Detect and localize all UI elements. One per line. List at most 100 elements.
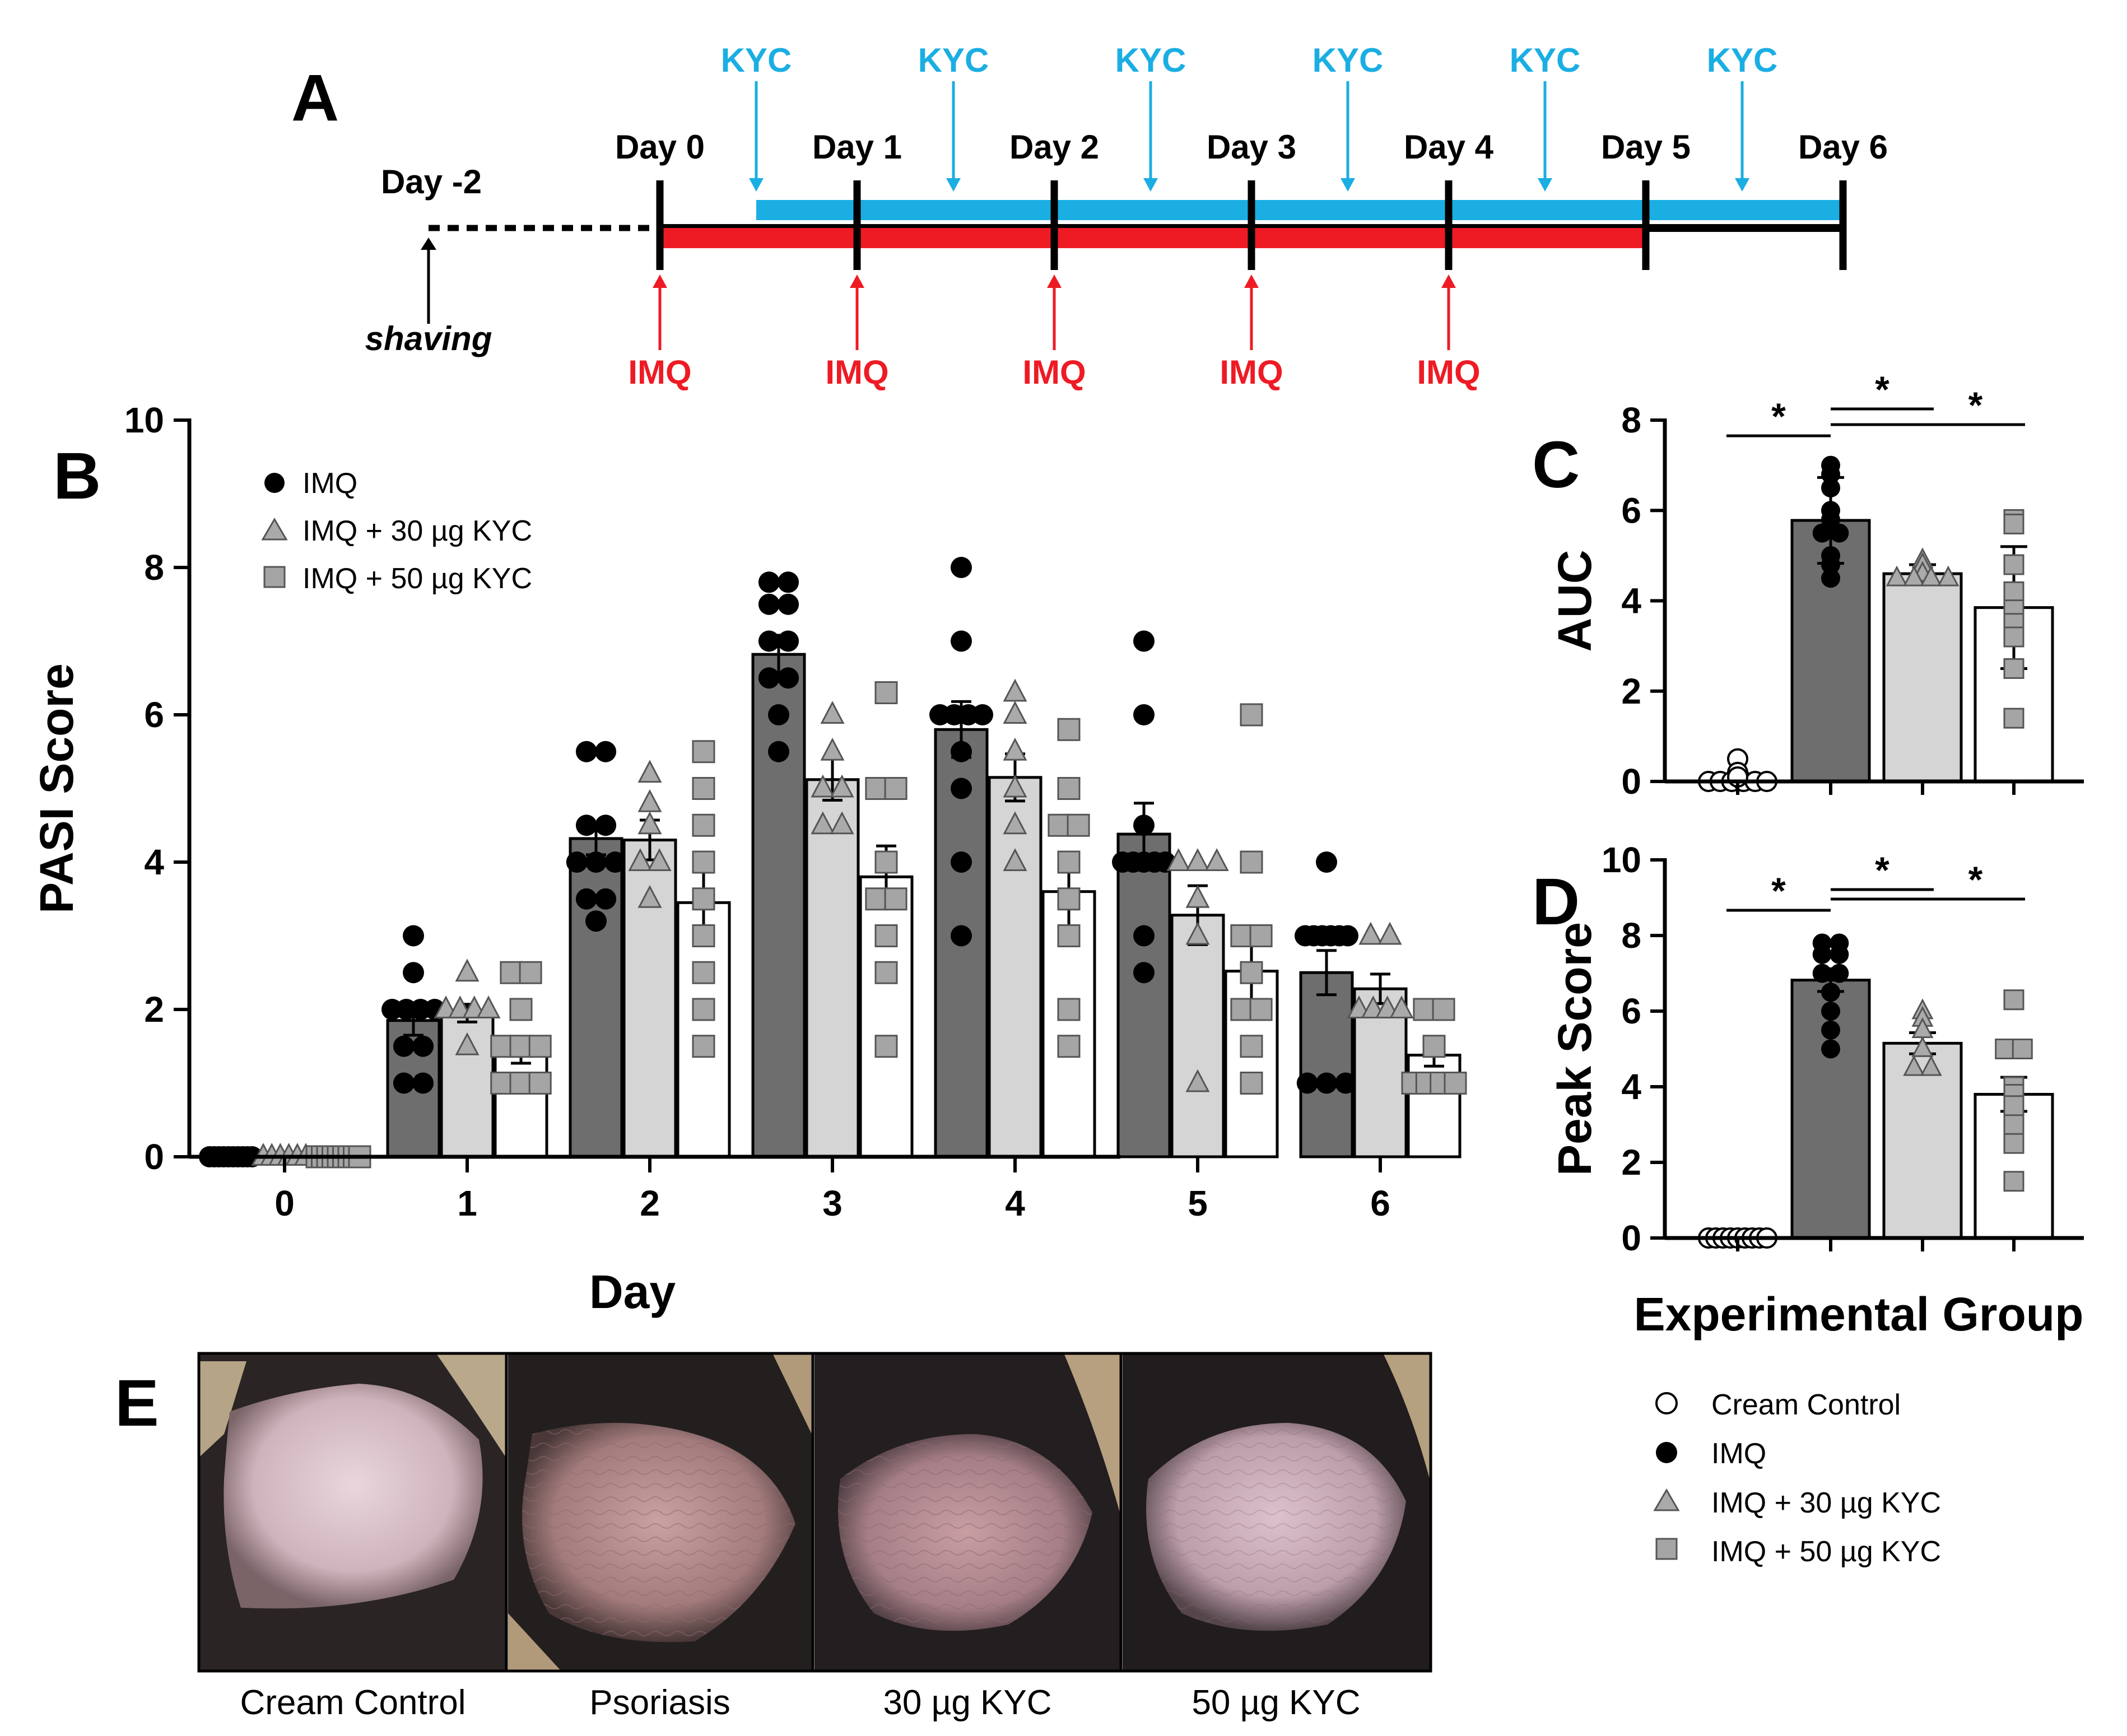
kyc-arrowhead [1735,178,1749,192]
point-circle [1337,925,1358,947]
auc-chart: 0 2 4 6 8 AUC * * * [1548,369,2084,802]
point-circle [1821,478,1840,497]
point-triangle [628,848,653,871]
point-triangle [1920,1055,1942,1076]
kyc-arrowhead [1143,178,1158,192]
x-tick-label: 2 [640,1183,660,1223]
point-circle [566,851,588,873]
point-circle [951,851,972,873]
point-triangle [1185,1069,1210,1092]
legend-kyc50-marker [263,566,286,588]
kyc-arrowhead [1538,178,1552,192]
point-circle [604,851,626,873]
point-square [692,777,715,800]
day-label: Day 4 [1404,128,1494,166]
legend-group-kyc30-marker [1653,1488,1680,1511]
point-circle [1821,1020,1840,1040]
kyc-label: KYC [1115,41,1186,79]
photo-label-30ug-kyc: 30 µg KYC [883,1683,1051,1722]
point-square [865,777,888,800]
point-square [692,1035,715,1058]
point-triangle [1204,848,1229,871]
legend-group-imq-label: IMQ [1711,1437,1766,1470]
imq-arrowhead [1047,274,1062,288]
bar-circle [751,653,806,1158]
point-circle [1133,630,1155,652]
point-square [1240,1035,1263,1058]
legend-cream-control-label: Cream Control [1711,1389,1901,1421]
kyc-treatment-bar [756,200,1843,220]
y-tick-label: 6 [1621,490,1641,530]
point-circle [951,557,972,578]
point-triangle [1003,774,1027,798]
legend-kyc50-label: IMQ + 50 µg KYC [302,562,532,595]
legend-cream-control-marker [1655,1392,1678,1414]
point-square [2012,1039,2033,1059]
significance-star: * [1875,849,1889,891]
photo-cream-control [200,1355,505,1670]
y-tick-label: 4 [144,842,164,882]
y-tick-label: 6 [144,695,164,735]
point-triangle [811,774,835,798]
kyc-arrowhead [1341,178,1355,192]
point-triangle [1911,1036,1934,1057]
imq-label: IMQ [628,353,691,391]
point-square [1067,813,1090,837]
point-circle [1133,925,1155,947]
point-triangle [1377,921,1402,945]
kyc-label: KYC [721,41,792,79]
point-circle [595,888,617,910]
point-square [692,924,715,947]
imq-arrowhead [1244,274,1259,288]
point-triangle [830,774,854,798]
point-square [1249,924,1273,947]
point-square [2003,581,2024,602]
legend-imq-label: IMQ [302,467,357,500]
point-circle [1830,944,1849,964]
point-triangle [1003,701,1027,724]
point-triangle [455,1032,480,1055]
bar-circle [1116,832,1171,1158]
point-triangle [811,811,835,835]
day-label: Day 2 [1009,128,1099,166]
legend-group-imq-marker [1656,1442,1677,1463]
imq-label: IMQ [825,353,888,391]
significance-star: * [1875,369,1889,410]
point-circle [1296,1072,1318,1094]
point-square [1230,998,1254,1021]
photo-50ug-kyc [1123,1355,1430,1670]
point-square [2003,626,2024,648]
point-square [1240,961,1263,984]
point-triangle [637,811,662,835]
point-square [1422,1035,1446,1058]
point-triangle [455,958,480,982]
y-tick-label: 0 [1621,761,1641,802]
point-circle [393,1035,415,1057]
kyc-label: KYC [1707,41,1778,79]
point-square [1057,1035,1081,1058]
point-square [692,887,715,911]
point-circle [412,1072,434,1094]
point-triangle [1003,737,1027,761]
point-circle [1335,1072,1357,1094]
point-square [1057,777,1081,800]
point-triangle [1185,921,1210,945]
x-tick-label: 6 [1370,1183,1390,1223]
point-circle [1133,704,1155,725]
point-circle [403,925,424,947]
bar-imq-30-g-kyc [1882,572,1963,783]
point-square [2003,989,2024,1011]
bar-triangle [988,776,1042,1158]
legend-kyc30-label: IMQ + 30 µg KYC [302,515,532,547]
point-square [2003,1133,2024,1154]
point-circle [972,704,993,725]
point-square [2003,1095,2024,1116]
point-square [490,1035,514,1058]
point-square [2003,658,2024,679]
point-triangle [1389,995,1414,1018]
point-circle [412,1035,434,1057]
group-legend: Cream Control IMQ IMQ + 30 µg KYC IMQ + … [1653,1389,1941,1568]
point-square [692,850,715,874]
point-circle [1821,983,1840,1002]
point-triangle [1003,678,1027,702]
